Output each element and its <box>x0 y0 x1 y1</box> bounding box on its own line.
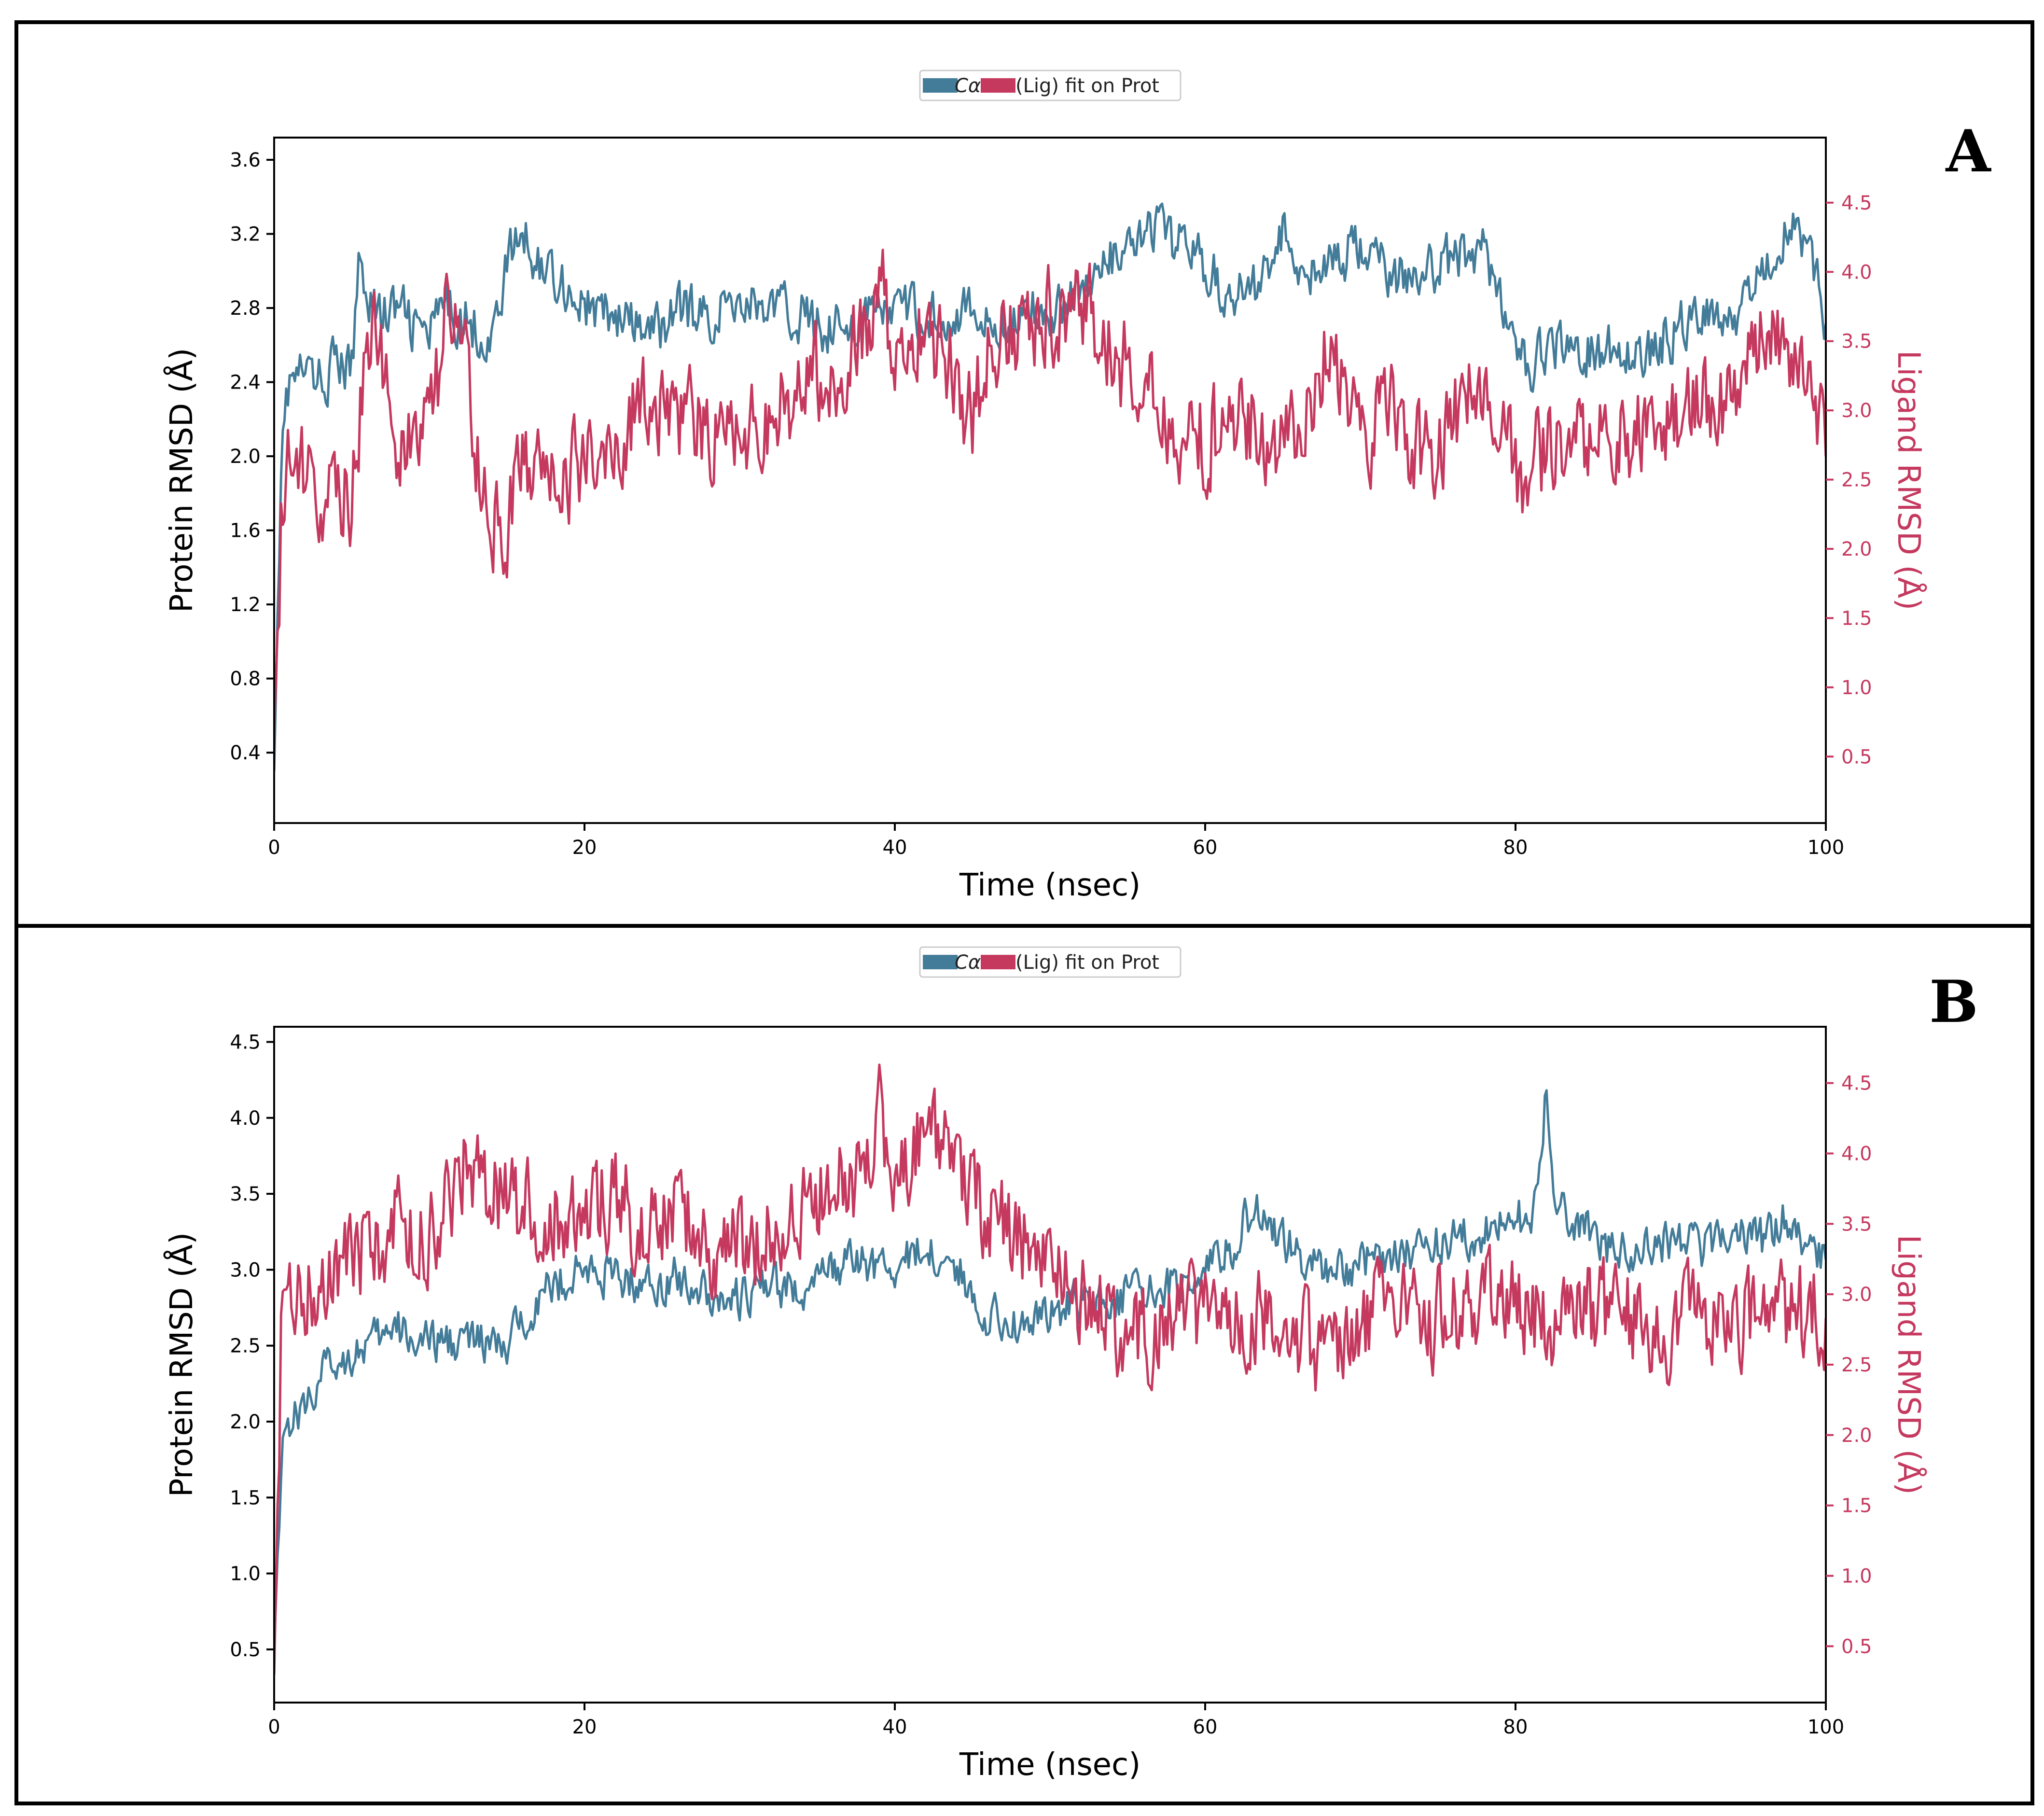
y-right-tick-label: 3.0 <box>1841 400 1872 422</box>
y-right-tick-label: 2.5 <box>1841 469 1872 491</box>
y-right-tick-label: 3.5 <box>1841 331 1872 353</box>
y-left-tick-label: 3.5 <box>230 1183 261 1205</box>
x-tick-label: 20 <box>572 1716 597 1738</box>
y-right-axis-label: Ligand RMSD (Å) <box>1891 350 1927 610</box>
y-left-tick-label: 3.0 <box>230 1259 261 1281</box>
y-left-tick-label: 0.8 <box>230 668 261 690</box>
y-right-tick-label: 4.5 <box>1841 192 1872 214</box>
panel-a: 0 20 40 60 80 100 0.4 0.8 1.2 1.6 2.0 2.4 2.8 3.2 3.6 0… <box>14 20 2034 928</box>
legend-label-protein: Cα <box>955 951 981 974</box>
x-tick-label: 60 <box>1193 837 1218 859</box>
legend-box <box>919 946 1182 978</box>
y-right-axis-label: Ligand RMSD (Å) <box>1891 1235 1927 1495</box>
x-tick-label: 100 <box>1808 837 1844 859</box>
x-tick-label: 100 <box>1808 1716 1844 1738</box>
y-left-tick-label: 3.6 <box>230 149 261 171</box>
legend-swatch-ligand <box>981 78 1015 93</box>
x-tick-label: 20 <box>572 837 597 859</box>
y-right-tick-label: 3.5 <box>1841 1213 1872 1235</box>
x-tick-label: 0 <box>268 1716 280 1738</box>
ligand-rmsd-line <box>274 1063 1826 1675</box>
y-left-tick-label: 3.2 <box>230 224 261 246</box>
y-left-tick-label: 1.5 <box>230 1487 261 1509</box>
legend-swatch-ligand <box>981 955 1015 969</box>
y-right-tick-label: 0.5 <box>1841 1635 1872 1658</box>
legend-box <box>919 70 1182 101</box>
x-axis-label: Time (nsec) <box>959 867 1140 903</box>
y-left-tick-label: 2.5 <box>230 1335 261 1357</box>
y-left-tick-label: 2.0 <box>230 446 261 468</box>
legend-label-protein: Cα <box>955 75 981 97</box>
y-right-tick-label: 0.5 <box>1841 746 1872 768</box>
y-left-tick-label: 4.0 <box>230 1107 261 1130</box>
ligand-rmsd-line <box>274 249 1826 729</box>
x-tick-label: 40 <box>883 837 907 859</box>
rmsd-chart-a: 0 20 40 60 80 100 0.4 0.8 1.2 1.6 2.0 2.4 2.8 3.2 3.6 0… <box>163 70 1991 903</box>
x-tick-label: 80 <box>1503 1716 1528 1738</box>
y-right-tick-label: 1.0 <box>1841 677 1872 699</box>
x-tick-label: 60 <box>1193 1716 1218 1738</box>
legend: Cα (Lig) fit on Prot <box>919 70 1182 101</box>
panel-b: 0 20 40 60 80 100 0.5 1.0 1.5 2.0 2.5 3.0 3.5 4.0 4.5 0… <box>14 924 2034 1805</box>
y-right-tick-label: 1.5 <box>1841 1495 1872 1517</box>
y-left-axis-label: Protein RMSD (Å) <box>163 1232 200 1497</box>
legend: Cα (Lig) fit on Prot <box>919 946 1182 978</box>
y-right-tick-label: 1.0 <box>1841 1565 1872 1588</box>
legend-swatch-protein <box>923 955 958 969</box>
y-left-tick-label: 2.4 <box>230 372 261 394</box>
y-right-tick-label: 2.0 <box>1841 538 1872 560</box>
legend-label-ligand: (Lig) fit on Prot <box>1015 75 1159 97</box>
protein-rmsd-line <box>274 202 1826 771</box>
panel-label: B <box>1929 968 1978 1036</box>
y-left-tick-label: 4.5 <box>230 1031 261 1053</box>
y-left-axis-label: Protein RMSD (Å) <box>163 348 200 613</box>
y-left-tick-label: 0.4 <box>230 742 261 764</box>
plot-frame <box>273 137 1827 824</box>
y-right-tick-label: 4.0 <box>1841 1143 1872 1165</box>
y-left-tick-label: 0.5 <box>230 1639 261 1661</box>
y-left-tick-label: 2.0 <box>230 1411 261 1433</box>
y-right-tick-label: 1.5 <box>1841 607 1872 629</box>
y-left-tick-label: 1.6 <box>230 520 261 542</box>
x-tick-label: 40 <box>883 1716 907 1738</box>
legend-swatch-protein <box>923 78 958 93</box>
x-tick-label: 80 <box>1503 837 1528 859</box>
protein-rmsd-line <box>274 1089 1826 1649</box>
rmsd-chart-b: 0 20 40 60 80 100 0.5 1.0 1.5 2.0 2.5 3.0 3.5 4.0 4.5 0… <box>163 946 1978 1783</box>
y-left-tick-label: 1.0 <box>230 1563 261 1585</box>
y-left-tick-label: 2.8 <box>230 297 261 320</box>
y-right-tick-label: 2.5 <box>1841 1354 1872 1376</box>
y-right-tick-label: 2.0 <box>1841 1425 1872 1447</box>
y-right-tick-label: 4.0 <box>1841 261 1872 283</box>
legend-label-ligand: (Lig) fit on Prot <box>1015 951 1159 974</box>
panel-label: A <box>1945 117 1991 185</box>
y-right-tick-label: 3.0 <box>1841 1284 1872 1306</box>
x-axis-label: Time (nsec) <box>959 1747 1140 1783</box>
x-tick-label: 0 <box>268 837 280 859</box>
y-left-tick-label: 1.2 <box>230 594 261 616</box>
y-right-tick-label: 4.5 <box>1841 1073 1872 1095</box>
